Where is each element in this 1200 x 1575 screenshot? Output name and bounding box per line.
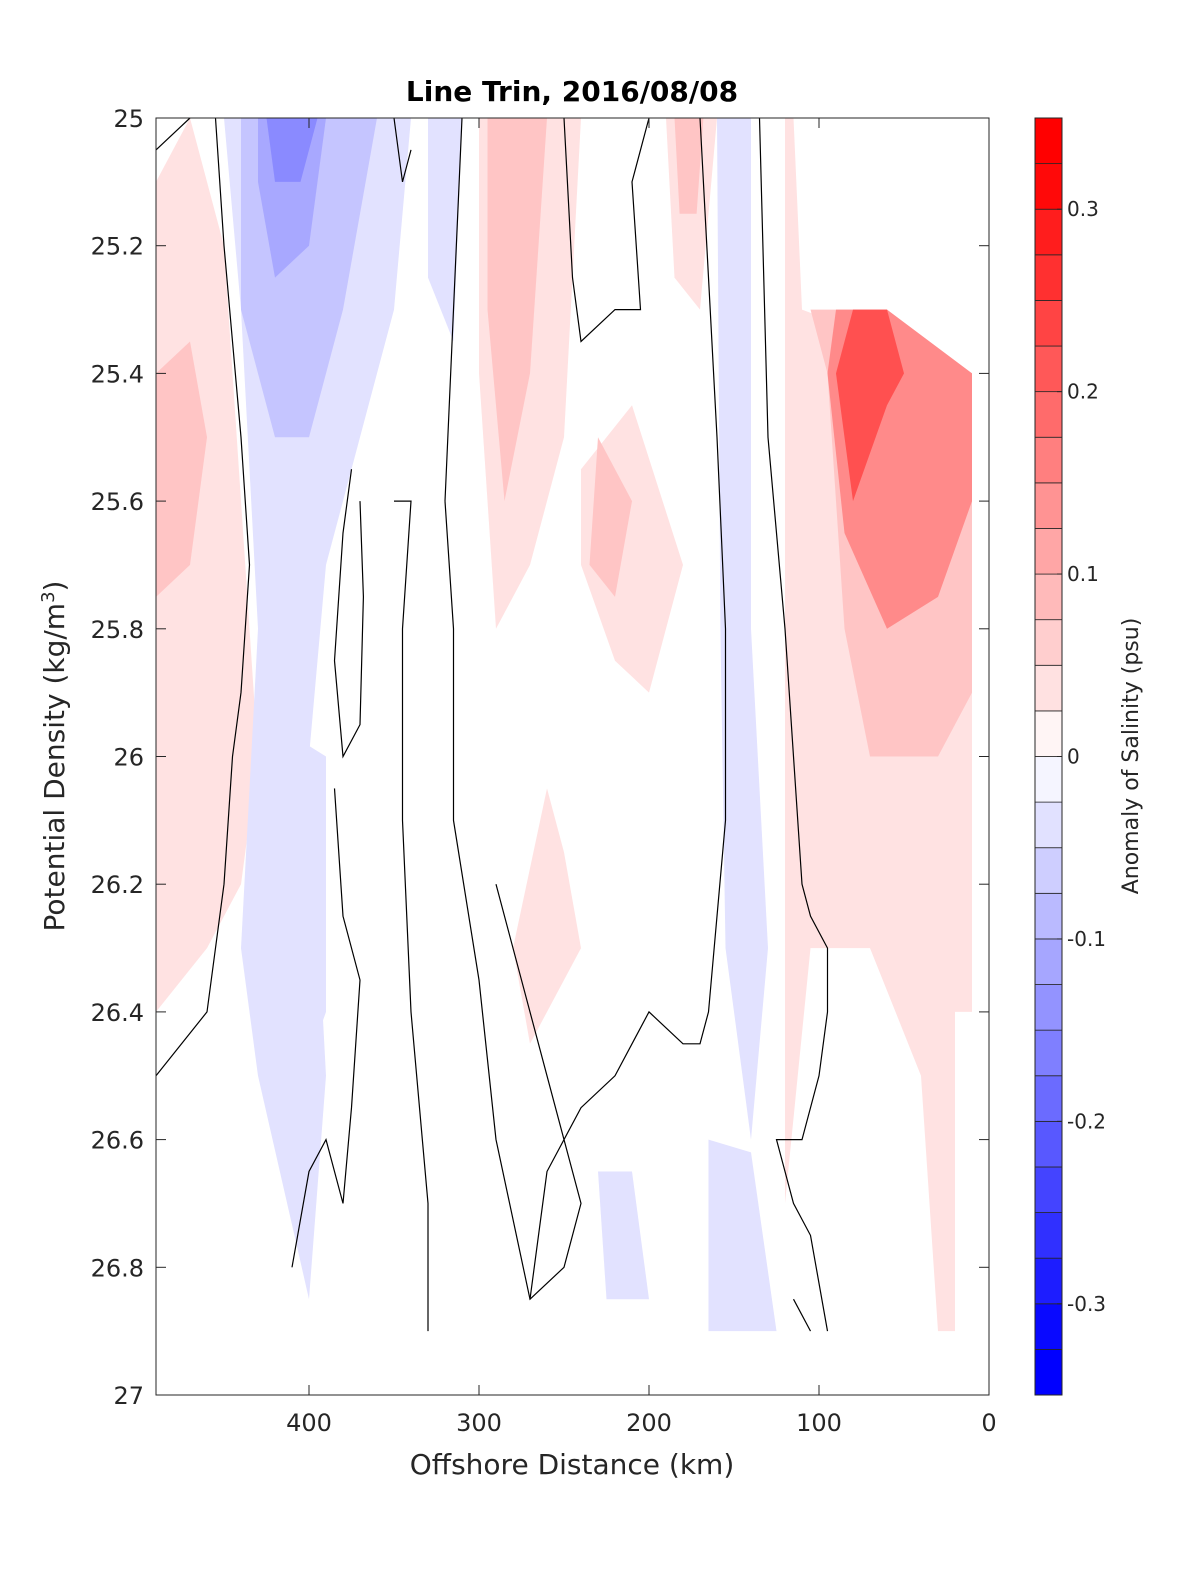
- zero-contour-line-7: [444, 117, 463, 502]
- colorbar-swatch: [1034, 1166, 1063, 1213]
- colorbar-swatch: [1034, 345, 1063, 393]
- colorbar-swatch: [1034, 619, 1063, 666]
- anomaly-region-7: [428, 118, 462, 342]
- colorbar-tick-label: -0.1: [1067, 927, 1106, 951]
- colorbar-swatch: [1034, 528, 1063, 575]
- colorbar-swatch: [1034, 710, 1063, 757]
- colorbar-tick-label: -0.3: [1067, 1292, 1106, 1316]
- y-tick-label: 25.6: [91, 488, 144, 516]
- zero-contour-line-8: [563, 117, 650, 343]
- colorbar-swatch: [1034, 482, 1063, 529]
- anomaly-region-0: [156, 118, 258, 1012]
- colorbar-swatch: [1034, 1029, 1063, 1077]
- colorbar-tick-label: 0.1: [1067, 562, 1099, 586]
- colorbar-swatch: [1034, 1212, 1063, 1259]
- anomaly-region-9: [487, 118, 547, 502]
- anomaly-region-13: [674, 118, 704, 214]
- anomaly-region-5: [266, 118, 318, 182]
- x-tick-label: 400: [286, 1409, 332, 1437]
- anomaly-region-17: [708, 1139, 777, 1332]
- y-tick-label: 26.2: [91, 871, 144, 899]
- anomaly-region-14: [513, 788, 581, 1044]
- zero-contour-line-3: [333, 469, 365, 759]
- colorbar-swatch: [1034, 300, 1063, 347]
- colorbar-swatch: [1034, 756, 1063, 803]
- colorbar-tick-label: 0: [1067, 745, 1080, 769]
- zero-contour-line-9: [529, 117, 727, 1300]
- colorbar-swatch: [1034, 984, 1063, 1031]
- colorbar-swatch: [1034, 1075, 1063, 1122]
- y-tick-label: 25.8: [91, 616, 144, 644]
- colorbar-swatch: [1034, 1257, 1063, 1305]
- colorbar-swatch: [1034, 938, 1063, 985]
- y-axis-label-main: Potential Density (kg/m: [38, 603, 71, 932]
- anomaly-region-16: [598, 1171, 649, 1300]
- colorbar-swatch: [1034, 1120, 1063, 1168]
- colorbar-swatch: [1034, 163, 1063, 210]
- colorbar-swatch: [1034, 801, 1063, 849]
- anomaly-region-15: [717, 118, 768, 1140]
- colorbar-swatch: [1034, 573, 1063, 621]
- y-tick-label: 27: [113, 1382, 144, 1410]
- colorbar-swatch: [1034, 391, 1063, 438]
- colorbar: 0.3 0.2 0.1 0 -0.1 -0.2 -0.3: [1034, 117, 1106, 1396]
- zero-contour-line-1: [155, 117, 251, 1077]
- colorbar-tick-label: 0.3: [1067, 197, 1099, 221]
- zero-contour-line-4: [291, 788, 361, 1268]
- y-tick-label: 25.2: [91, 233, 144, 261]
- colorbar-swatch: [1034, 664, 1063, 712]
- x-axis-label: Offshore Distance (km): [410, 1448, 735, 1481]
- y-tick-label: 25: [113, 105, 144, 133]
- colorbar-swatch: [1034, 208, 1063, 256]
- zero-contour-lines: [155, 117, 829, 1332]
- colorbar-swatch: [1034, 1303, 1063, 1350]
- colorbar-swatch: [1034, 892, 1063, 940]
- colorbar-ticks: 0.3 0.2 0.1 0 -0.1 -0.2 -0.3: [1057, 197, 1106, 1316]
- filled-contours: [156, 118, 972, 1332]
- y-tick-label: 26: [113, 744, 144, 772]
- y-tick-label: 26.6: [91, 1127, 144, 1155]
- y-axis: 25 25.2 25.4 25.6 25.8 26 26.2 26.4 26.6 26.8 27: [91, 105, 989, 1410]
- colorbar-swatch: [1034, 117, 1063, 165]
- plot-area: 400 300 200 100 0 25 25.2 25.4 25.6 25.8 26 26.2 26…: [91, 105, 997, 1437]
- zero-contour-line-2: [393, 117, 412, 183]
- y-tick-label: 26.8: [91, 1254, 144, 1282]
- y-axis-label-superscript: 3: [38, 591, 59, 602]
- zero-contour-line-0: [155, 117, 191, 151]
- x-tick-label: 200: [626, 1409, 672, 1437]
- zero-contour-line-11: [792, 1298, 812, 1332]
- x-tick-label: 300: [456, 1409, 502, 1437]
- zero-contour-line-10: [758, 117, 829, 1332]
- colorbar-swatch: [1034, 847, 1063, 894]
- colorbar-swatch: [1034, 436, 1063, 484]
- anomaly-region-6: [275, 724, 326, 1108]
- colorbar-tick-label: -0.2: [1067, 1109, 1106, 1133]
- colorbar-swatch: [1034, 1348, 1063, 1396]
- x-axis: 400 300 200 100 0: [286, 118, 997, 1437]
- y-axis-label: Potential Density (kg/m3): [38, 581, 71, 932]
- anomaly-region-21: [836, 309, 904, 502]
- colorbar-tick-label: 0.2: [1067, 380, 1099, 404]
- x-tick-label: 100: [796, 1409, 842, 1437]
- colorbar-swatch: [1034, 254, 1063, 301]
- y-axis-label-end: ): [38, 581, 71, 592]
- anomaly-region-11: [589, 437, 632, 597]
- chart-title: Line Trin, 2016/08/08: [406, 75, 738, 108]
- colorbar-label: Anomaly of Salinity (psu): [1119, 618, 1144, 895]
- x-tick-label: 0: [981, 1409, 996, 1437]
- y-tick-label: 26.4: [91, 999, 144, 1027]
- y-tick-label: 25.4: [91, 360, 144, 388]
- zero-contour-line-5: [394, 500, 429, 1332]
- anomaly-region-1: [156, 341, 207, 597]
